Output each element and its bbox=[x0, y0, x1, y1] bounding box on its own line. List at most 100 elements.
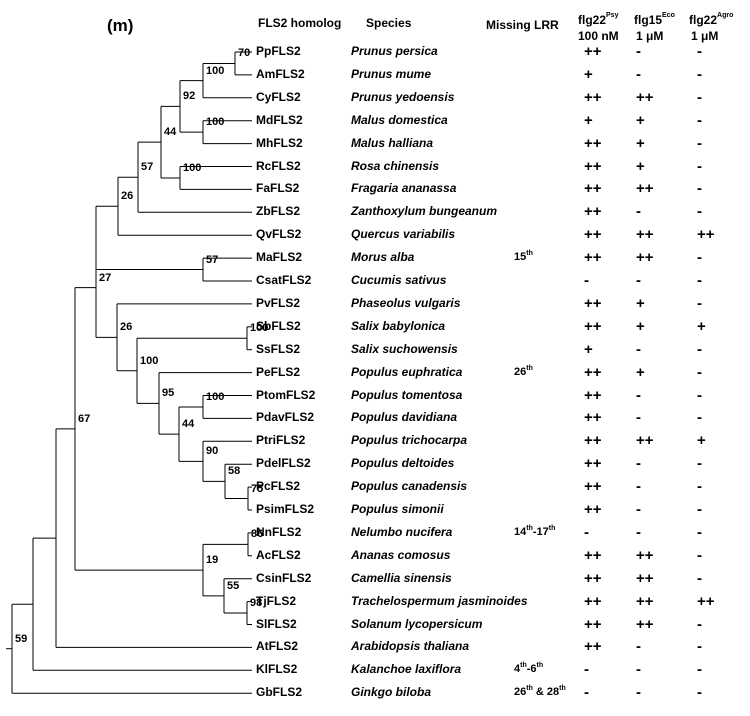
bootstrap-value: 26 bbox=[121, 190, 134, 203]
bootstrap-value: 100 bbox=[140, 354, 159, 367]
flg15eco-response: ++ bbox=[636, 615, 654, 633]
flg15eco-response: ++ bbox=[636, 180, 654, 198]
flg22psy-response: + bbox=[584, 340, 593, 358]
flg22agro-response: - bbox=[697, 523, 702, 541]
flg22psy-response: ++ bbox=[584, 363, 602, 381]
flg15eco-response: + bbox=[636, 157, 645, 175]
species-label: Populus deltoides bbox=[351, 456, 455, 471]
flg15eco-response: - bbox=[636, 501, 641, 518]
flg22agro-response: - bbox=[697, 157, 702, 175]
flg15eco-response: - bbox=[636, 43, 641, 60]
missing-lrr-part: th bbox=[526, 685, 533, 693]
flg15eco-response: - bbox=[636, 478, 641, 496]
flg15eco-response: ++ bbox=[636, 569, 654, 587]
gene-label: RcFLS2 bbox=[256, 158, 301, 173]
flg22psy-response: ++ bbox=[584, 88, 602, 106]
flg22psy-response: ++ bbox=[584, 501, 602, 518]
flg22agro-response: - bbox=[697, 203, 702, 221]
flg22agro-response: ++ bbox=[697, 226, 715, 244]
gene-label: SsFLS2 bbox=[256, 341, 301, 356]
flg22agro-response: - bbox=[697, 363, 702, 381]
gene-label: SlFLS2 bbox=[256, 616, 297, 631]
flg15eco-response: ++ bbox=[636, 226, 654, 244]
flg15eco-response: + bbox=[636, 111, 645, 129]
bootstrap-value: 98 bbox=[250, 597, 263, 610]
gene-label: GbFLS2 bbox=[256, 685, 303, 700]
flg22psy-response: ++ bbox=[584, 409, 602, 427]
missing-lrr-part: 14 bbox=[514, 525, 527, 538]
bootstrap-value: 75 bbox=[251, 482, 264, 495]
missing-lrr-part: & 28 bbox=[532, 686, 560, 699]
header-flg22agro-main: flg22 bbox=[689, 13, 718, 27]
bootstrap-value: 100 bbox=[206, 116, 225, 129]
flg22psy-response: ++ bbox=[584, 638, 602, 656]
header-flg22agro: flg22Agro bbox=[689, 12, 734, 27]
flg22psy-response: - bbox=[584, 272, 589, 289]
header-flg22psy-conc: 100 nM bbox=[578, 29, 619, 43]
flg22psy-response: ++ bbox=[584, 432, 602, 450]
species-label: Prunus persica bbox=[351, 44, 438, 58]
gene-label: CyFLS2 bbox=[256, 89, 301, 104]
bootstrap-value: 90 bbox=[206, 445, 219, 458]
flg22agro-response: - bbox=[697, 684, 702, 702]
gene-label: PtriFLS2 bbox=[256, 433, 306, 448]
gene-label: AcFLS2 bbox=[256, 547, 301, 562]
flg22agro-response: - bbox=[697, 43, 702, 60]
flg22agro-response: - bbox=[697, 615, 702, 633]
flg15eco-response: - bbox=[636, 455, 641, 473]
missing-lrr-part: th bbox=[526, 364, 533, 372]
flg22agro-response: - bbox=[697, 65, 702, 83]
missing-lrr-part: -17 bbox=[532, 525, 549, 538]
flg22agro-response: - bbox=[697, 661, 702, 679]
header-flg22agro-sup: Agro bbox=[717, 12, 734, 19]
gene-label: MaFLS2 bbox=[256, 250, 303, 265]
flg22psy-response: + bbox=[584, 111, 593, 129]
flg22agro-response: - bbox=[697, 638, 702, 656]
species-label: Quercus variabilis bbox=[351, 227, 456, 242]
species-label: Populus canadensis bbox=[351, 479, 468, 494]
flg22agro-response: - bbox=[697, 569, 702, 587]
missing-lrr-part: th bbox=[520, 662, 527, 670]
flg15eco-response: - bbox=[636, 203, 641, 221]
bootstrap-value: 100 bbox=[206, 64, 225, 77]
header-species: Species bbox=[366, 16, 412, 30]
flg22psy-response: - bbox=[584, 684, 589, 702]
missing-lrr-part: 26 bbox=[514, 686, 527, 699]
flg22psy-response: ++ bbox=[584, 249, 602, 267]
bootstrap-value: 19 bbox=[206, 554, 219, 567]
species-label: Ananas comosus bbox=[351, 547, 451, 562]
flg22psy-response: ++ bbox=[584, 180, 602, 198]
gene-label: ZbFLS2 bbox=[256, 204, 300, 219]
flg22psy-response: ++ bbox=[584, 478, 602, 496]
flg15eco-response: ++ bbox=[636, 432, 654, 450]
missing-lrr-label: 26th & 28th bbox=[514, 685, 566, 699]
gene-label: PdelFLS2 bbox=[256, 456, 311, 471]
flg22psy-response: ++ bbox=[584, 317, 602, 335]
species-label: Salix babylonica bbox=[351, 318, 446, 333]
species-label: Camellia sinensis bbox=[351, 570, 452, 585]
bootstrap-value: 27 bbox=[99, 271, 112, 284]
flg22psy-response: ++ bbox=[584, 569, 602, 587]
flg22agro-response: - bbox=[697, 249, 702, 267]
species-label: Zanthoxylum bungeanum bbox=[351, 204, 498, 219]
flg22psy-response: ++ bbox=[584, 615, 602, 633]
species-label: Rosa chinensis bbox=[351, 158, 440, 173]
header-flg15eco-main: flg15 bbox=[634, 13, 663, 27]
flg22agro-response: - bbox=[697, 88, 702, 106]
bootstrap-value: 26 bbox=[120, 321, 133, 334]
species-label: Arabidopsis thaliana bbox=[351, 639, 470, 654]
gene-label: AmFLS2 bbox=[256, 66, 305, 81]
flg22psy-response: + bbox=[584, 65, 593, 83]
species-label: Nelumbo nucifera bbox=[351, 524, 453, 539]
gene-label: NnFLS2 bbox=[256, 524, 302, 539]
flg22psy-response: ++ bbox=[584, 134, 602, 152]
gene-label: PpFLS2 bbox=[256, 44, 301, 58]
header-flg15eco: flg15Eco bbox=[634, 12, 675, 27]
flg22psy-response: ++ bbox=[584, 592, 602, 610]
gene-label: PvFLS2 bbox=[256, 295, 301, 310]
flg22agro-response: - bbox=[697, 546, 702, 564]
flg22agro-response: - bbox=[697, 409, 702, 427]
flg15eco-response: + bbox=[636, 317, 645, 335]
flg15eco-response: - bbox=[636, 272, 641, 289]
species-label: Malus domestica bbox=[351, 112, 448, 127]
